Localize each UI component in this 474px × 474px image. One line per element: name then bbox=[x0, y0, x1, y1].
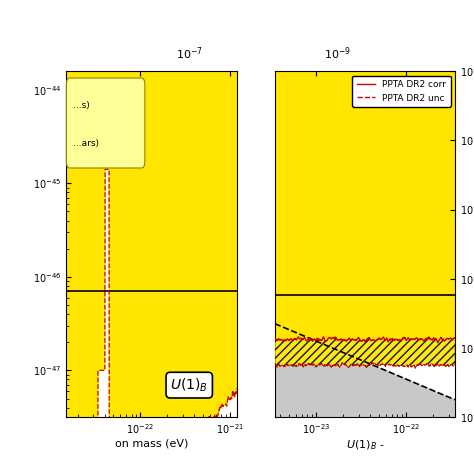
Text: $10^{-7}$: $10^{-7}$ bbox=[176, 46, 203, 63]
FancyBboxPatch shape bbox=[66, 78, 145, 168]
Text: ...ars): ...ars) bbox=[73, 139, 99, 148]
Text: $U(1)_B$: $U(1)_B$ bbox=[170, 376, 208, 394]
Legend: PPTA DR2 corr, PPTA DR2 unc: PPTA DR2 corr, PPTA DR2 unc bbox=[352, 76, 450, 107]
Text: ...s): ...s) bbox=[73, 101, 90, 110]
Text: $10^{-9}$: $10^{-9}$ bbox=[324, 46, 352, 63]
X-axis label: on mass (eV): on mass (eV) bbox=[115, 438, 188, 448]
X-axis label: $U(1)_B$ -: $U(1)_B$ - bbox=[346, 438, 384, 452]
